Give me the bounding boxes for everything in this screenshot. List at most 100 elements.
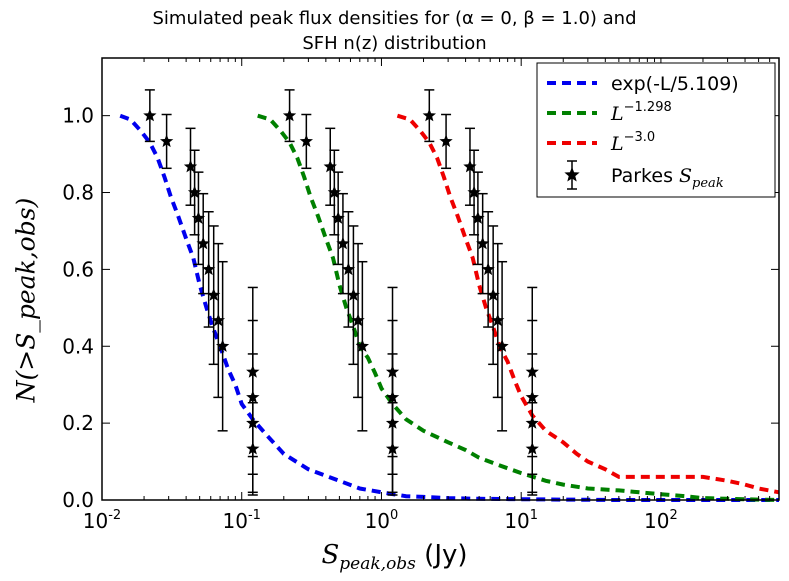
legend-label-2: L−1.298: [610, 100, 672, 125]
parkes-point-g3-14: [525, 402, 539, 496]
legend-parkes-symbol: S: [679, 165, 692, 187]
parkes-point-g3-5: [471, 171, 485, 266]
legend-base: L: [610, 133, 624, 155]
parkes-point-g3-9: [491, 242, 505, 399]
star-marker: [143, 108, 157, 122]
parkes-point-g2-10: [355, 260, 369, 432]
star-marker: [187, 185, 202, 199]
legend-exponent: −3.0: [624, 130, 656, 145]
parkes-point-g1-6: [196, 192, 210, 295]
star-marker: [471, 211, 485, 224]
x-tick-exponent: -1: [248, 508, 261, 523]
x-tick-exponent: -2: [108, 508, 121, 523]
y-axis-label-wrap: N(>S_peak,obs): [6, 170, 46, 430]
star-marker: [463, 159, 477, 173]
y-tick-label: 1.0: [62, 104, 94, 128]
star-marker: [327, 185, 341, 199]
parkes-point-g2-14: [385, 402, 400, 496]
star-marker: [191, 211, 206, 224]
y-tick-label: 0.2: [62, 411, 94, 435]
star-marker: [196, 236, 210, 250]
x-tick-label: 102: [644, 508, 678, 533]
star-marker: [351, 313, 365, 327]
y-tick-label: 0.0: [62, 488, 94, 512]
star-marker: [495, 339, 509, 352]
legend-label-3: L−3.0: [610, 130, 655, 155]
star-marker: [207, 288, 221, 301]
star-marker: [439, 134, 453, 148]
star-marker: [355, 339, 369, 352]
parkes-point-g1-2: [160, 113, 174, 170]
star-marker: [336, 236, 350, 250]
star-marker: [211, 313, 225, 327]
legend-parkes-text: Parkes: [611, 165, 679, 187]
series-line-3: [396, 113, 780, 495]
x-tick-exponent: 2: [670, 508, 678, 523]
y-tick-label: 0.6: [62, 257, 94, 281]
parkes-point-g3-10: [495, 260, 509, 432]
star-marker: [525, 441, 539, 455]
parkes-point-g3-1: [422, 89, 436, 143]
legend-label-parkes: Parkes Speak: [611, 165, 724, 191]
star-marker: [385, 441, 400, 455]
x-tick-exponent: 1: [530, 508, 538, 523]
star-marker: [481, 262, 495, 276]
series-line-1: [119, 113, 779, 502]
parkes-point-g1-1: [143, 89, 157, 143]
x-tick-exponent: 0: [390, 508, 398, 523]
legend-exponent: −1.298: [624, 100, 672, 115]
star-marker: [331, 211, 345, 224]
parkes-point-g2-7: [341, 210, 356, 328]
parkes-point-g2-8: [346, 225, 361, 366]
parkes-point-g3-2: [439, 113, 453, 170]
star-marker: [467, 185, 481, 199]
parkes-point-g2-5: [331, 171, 345, 266]
legend-parkes-star: [564, 167, 580, 182]
star-marker: [346, 288, 361, 301]
star-marker: [216, 339, 230, 352]
star-marker: [486, 288, 500, 301]
parkes-point-g1-8: [207, 225, 221, 366]
star-marker: [202, 262, 216, 276]
chart-title-line-1: Simulated peak flux densities for (α = 0…: [152, 8, 637, 29]
y-tick-label: 0.4: [62, 334, 94, 358]
parkes-point-g1-5: [191, 171, 206, 266]
star-marker: [341, 262, 356, 276]
x-axis-label: Speak,obs (Jy): [0, 540, 789, 574]
x-tick-label: 10-2: [83, 508, 121, 533]
star-marker: [183, 159, 198, 173]
star-marker: [323, 159, 337, 173]
parkes-point-g2-1: [282, 89, 297, 143]
star-marker: [299, 134, 313, 148]
x-axis-label-symbol: S: [321, 540, 340, 570]
legend-parkes-subscript: peak: [692, 176, 724, 191]
parkes-point-g2-6: [336, 192, 350, 295]
parkes-point-g1-7: [202, 210, 216, 328]
star-marker: [282, 108, 297, 122]
parkes-point-g3-6: [476, 192, 490, 295]
y-tick-label: 0.8: [62, 181, 94, 205]
legend-label-1: exp(-L/5.109): [611, 73, 739, 95]
star-marker: [476, 236, 490, 250]
y-axis-label: N(>S_peak,obs): [11, 197, 41, 403]
parkes-point-g1-14: [246, 402, 260, 496]
x-tick-label: 10-1: [223, 508, 261, 533]
x-tick-label: 101: [504, 508, 538, 533]
legend-base: L: [610, 103, 624, 125]
star-marker: [422, 108, 436, 122]
star-marker: [491, 313, 505, 327]
x-tick-label: 100: [365, 508, 399, 533]
x-axis-label-subscript: peak,obs: [339, 554, 416, 575]
parkes-point-g2-9: [351, 242, 365, 399]
plot-frame: [101, 57, 780, 501]
parkes-point-g3-7: [481, 210, 495, 328]
parkes-point-g3-8: [486, 225, 500, 366]
parkes-point-g1-9: [211, 242, 225, 399]
series-line-2: [257, 113, 780, 502]
x-axis-label-unit: (Jy): [424, 540, 468, 570]
chart-title-line-2: SFH n(z) distribution: [302, 33, 487, 54]
parkes-point-g2-2: [299, 113, 313, 170]
parkes-point-g1-10: [216, 260, 230, 432]
star-marker: [246, 441, 260, 455]
